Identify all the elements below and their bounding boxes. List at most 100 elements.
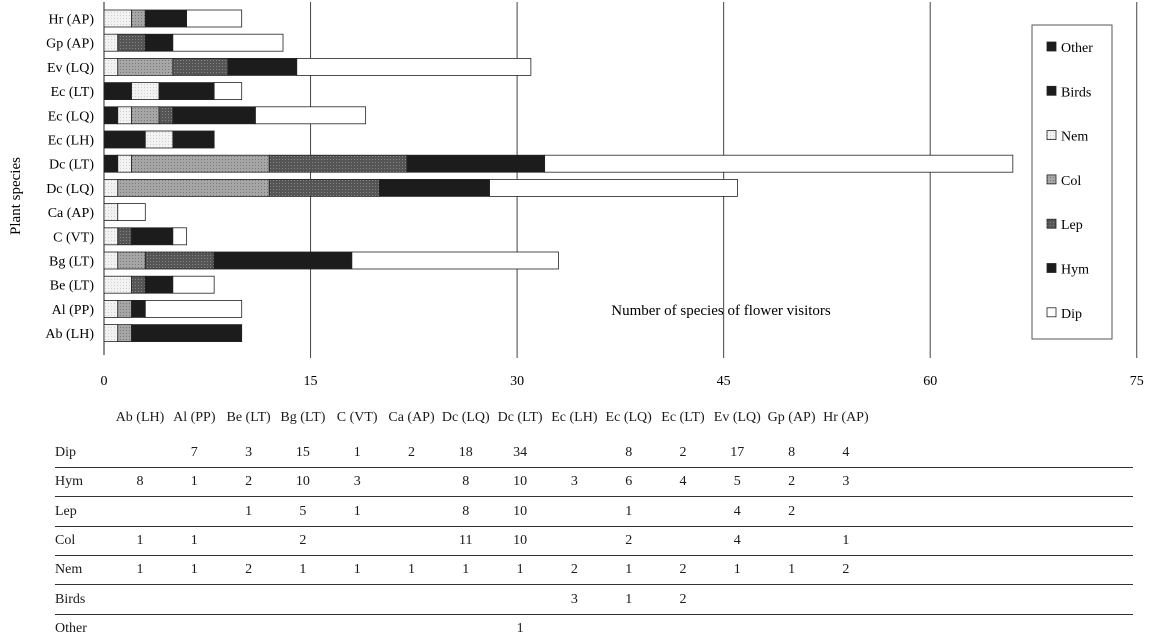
table-cell: 15 bbox=[295, 445, 310, 460]
table-cell: 1 bbox=[136, 532, 144, 548]
table-row-label: Other bbox=[55, 620, 87, 636]
x-tick-label: 0 bbox=[101, 374, 108, 389]
bar-nem bbox=[103, 275, 132, 294]
table-cell: 17 bbox=[730, 445, 745, 460]
bar-hym bbox=[227, 58, 298, 76]
bar-birds bbox=[103, 106, 119, 125]
category-label: Bg (LT) bbox=[49, 255, 94, 270]
bar-nem bbox=[117, 106, 132, 125]
bar-hym bbox=[406, 154, 546, 173]
legend-label-lep: Lep bbox=[1061, 218, 1083, 233]
bars bbox=[103, 9, 1014, 343]
table-cell: 2 bbox=[679, 562, 687, 578]
table-row: Col 1 1 2 11 10 2 4 1 bbox=[55, 526, 1133, 556]
bar-dip bbox=[172, 227, 188, 246]
table-cell: 1 bbox=[516, 562, 524, 578]
category-label: Hr (AP) bbox=[49, 13, 95, 28]
legend-swatch-nem bbox=[1046, 130, 1057, 141]
table-row-label: Lep bbox=[55, 503, 77, 519]
table-row: Birds 3 1 2 bbox=[55, 585, 1133, 615]
legend-label-hym: Hym bbox=[1061, 263, 1089, 278]
table-cell: 2 bbox=[245, 474, 253, 490]
category-label: Be (LT) bbox=[50, 279, 95, 294]
table-cell: 2 bbox=[788, 474, 796, 490]
table-cell: 10 bbox=[295, 474, 310, 490]
legend-swatch-hym bbox=[1046, 263, 1057, 273]
bar-hym bbox=[172, 106, 256, 125]
table-cell: 1 bbox=[408, 562, 415, 578]
table-cell: 1 bbox=[733, 562, 741, 578]
table-cell: 11 bbox=[459, 532, 473, 548]
bar-hym bbox=[131, 299, 146, 318]
table-cell: 2 bbox=[408, 445, 415, 460]
bar-nem bbox=[103, 178, 119, 197]
bar-lep bbox=[172, 58, 229, 76]
table-row: Lep 1 5 1 8 10 1 4 2 bbox=[55, 497, 1133, 527]
legend-swatch-birds bbox=[1046, 85, 1057, 96]
legend-label-nem: Nem bbox=[1061, 130, 1088, 145]
category-label: Dc (LQ) bbox=[46, 182, 94, 197]
bar-lep bbox=[144, 251, 215, 270]
table-cell: 1 bbox=[353, 445, 361, 460]
bar-lep bbox=[131, 275, 146, 294]
table-column-header: Dc (LQ) bbox=[441, 410, 490, 425]
table-cell: 3 bbox=[570, 591, 578, 607]
bar-dip bbox=[172, 33, 284, 52]
table-column-header: Dc (LT) bbox=[497, 410, 543, 425]
table-cell: 4 bbox=[842, 445, 850, 460]
bar-dip bbox=[144, 299, 243, 318]
category-label: Ec (LQ) bbox=[48, 109, 95, 124]
bar-lep bbox=[117, 227, 132, 246]
table-cell: 8 bbox=[462, 474, 470, 490]
bar-dip bbox=[172, 275, 215, 294]
table-cell: 1 bbox=[190, 562, 198, 578]
table-column-header: C (VT) bbox=[336, 410, 378, 425]
bar-hym bbox=[158, 82, 215, 100]
table-cell: 1 bbox=[299, 562, 307, 578]
table-cell: 1 bbox=[353, 503, 361, 519]
table-cell: 8 bbox=[788, 445, 796, 460]
bar-dip bbox=[296, 58, 532, 76]
x-tick-label: 15 bbox=[304, 374, 318, 389]
x-tick-labels: 0 15 30 45 60 75 bbox=[101, 374, 1144, 389]
table-row-label: Dip bbox=[55, 445, 76, 460]
bar-lep bbox=[117, 33, 146, 52]
category-label: C (VT) bbox=[53, 230, 94, 245]
bar-dip bbox=[351, 251, 559, 270]
bar-nem bbox=[103, 9, 132, 28]
legend-box bbox=[1031, 24, 1113, 340]
table-row-label: Nem bbox=[55, 562, 83, 578]
bar-dip bbox=[544, 154, 1014, 173]
bar-dip bbox=[489, 178, 738, 197]
table-cell: 34 bbox=[513, 445, 528, 460]
bar-hym bbox=[378, 178, 490, 197]
table-cell: 2 bbox=[570, 562, 578, 578]
bar-nem bbox=[103, 324, 119, 343]
legend-swatch-col bbox=[1046, 174, 1057, 185]
table-cell: 18 bbox=[458, 445, 473, 460]
table-cell: 2 bbox=[625, 532, 633, 548]
legend: Other Birds Nem Col Lep Hym Dip bbox=[1031, 24, 1113, 340]
bar-dip bbox=[117, 203, 146, 222]
bar-hym bbox=[131, 227, 174, 246]
table-cell: 7 bbox=[190, 445, 198, 460]
table-column-header: Ca (AP) bbox=[388, 410, 435, 425]
table-cell: 8 bbox=[462, 503, 470, 519]
category-label: Ev (LQ) bbox=[47, 61, 94, 76]
category-labels: Ab (LH) Al (PP) Be (LT) Bg (LT) C (VT) Ca (AP… bbox=[45, 13, 94, 343]
table-cell: 1 bbox=[190, 474, 198, 490]
category-label: Ec (LT) bbox=[51, 85, 95, 100]
table-cell: 10 bbox=[513, 503, 528, 519]
table-row-label: Col bbox=[55, 532, 76, 548]
x-tick-label: 75 bbox=[1130, 374, 1144, 389]
table-cell: 2 bbox=[679, 445, 687, 460]
table-cell: 1 bbox=[842, 532, 850, 548]
bar-col bbox=[131, 154, 270, 173]
table-cell: 6 bbox=[625, 474, 633, 490]
legend-label-col: Col bbox=[1061, 174, 1081, 189]
bar-nem bbox=[144, 130, 174, 149]
bar-col bbox=[117, 324, 132, 343]
bar-nem bbox=[103, 203, 119, 222]
bar-hym bbox=[131, 324, 243, 343]
category-label: Ab (LH) bbox=[45, 327, 94, 342]
